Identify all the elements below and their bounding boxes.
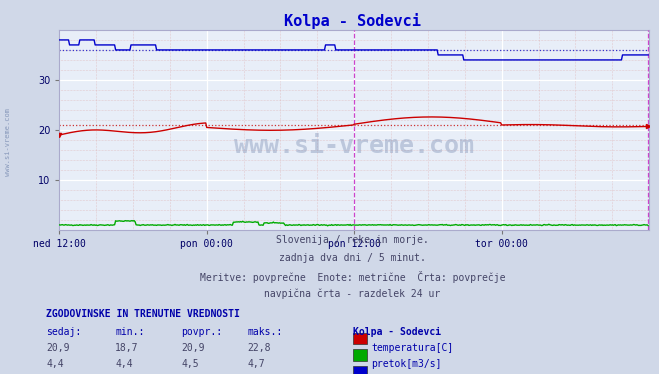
Text: www.si-vreme.com: www.si-vreme.com — [234, 134, 474, 158]
Text: 20,9: 20,9 — [46, 343, 70, 353]
Text: 20,9: 20,9 — [181, 343, 205, 353]
Text: Meritve: povprečne  Enote: metrične  Črta: povprečje: Meritve: povprečne Enote: metrične Črta:… — [200, 271, 505, 283]
Text: zadnja dva dni / 5 minut.: zadnja dva dni / 5 minut. — [279, 253, 426, 263]
Text: 18,7: 18,7 — [115, 343, 139, 353]
Text: 4,4: 4,4 — [46, 359, 64, 370]
Text: 22,8: 22,8 — [247, 343, 271, 353]
Text: 4,7: 4,7 — [247, 359, 265, 370]
Text: Slovenija / reke in morje.: Slovenija / reke in morje. — [276, 235, 429, 245]
Text: maks.:: maks.: — [247, 327, 282, 337]
Text: www.si-vreme.com: www.si-vreme.com — [5, 108, 11, 176]
Text: pretok[m3/s]: pretok[m3/s] — [371, 359, 442, 370]
Text: Kolpa - Sodevci: Kolpa - Sodevci — [353, 327, 441, 337]
Text: min.:: min.: — [115, 327, 145, 337]
Text: povpr.:: povpr.: — [181, 327, 222, 337]
Text: temperatura[C]: temperatura[C] — [371, 343, 453, 353]
Text: navpična črta - razdelek 24 ur: navpična črta - razdelek 24 ur — [264, 289, 441, 299]
Text: Kolpa - Sodevci: Kolpa - Sodevci — [284, 13, 421, 29]
Text: 4,4: 4,4 — [115, 359, 133, 370]
Text: sedaj:: sedaj: — [46, 327, 81, 337]
Text: ZGODOVINSKE IN TRENUTNE VREDNOSTI: ZGODOVINSKE IN TRENUTNE VREDNOSTI — [46, 309, 240, 319]
Text: 4,5: 4,5 — [181, 359, 199, 370]
